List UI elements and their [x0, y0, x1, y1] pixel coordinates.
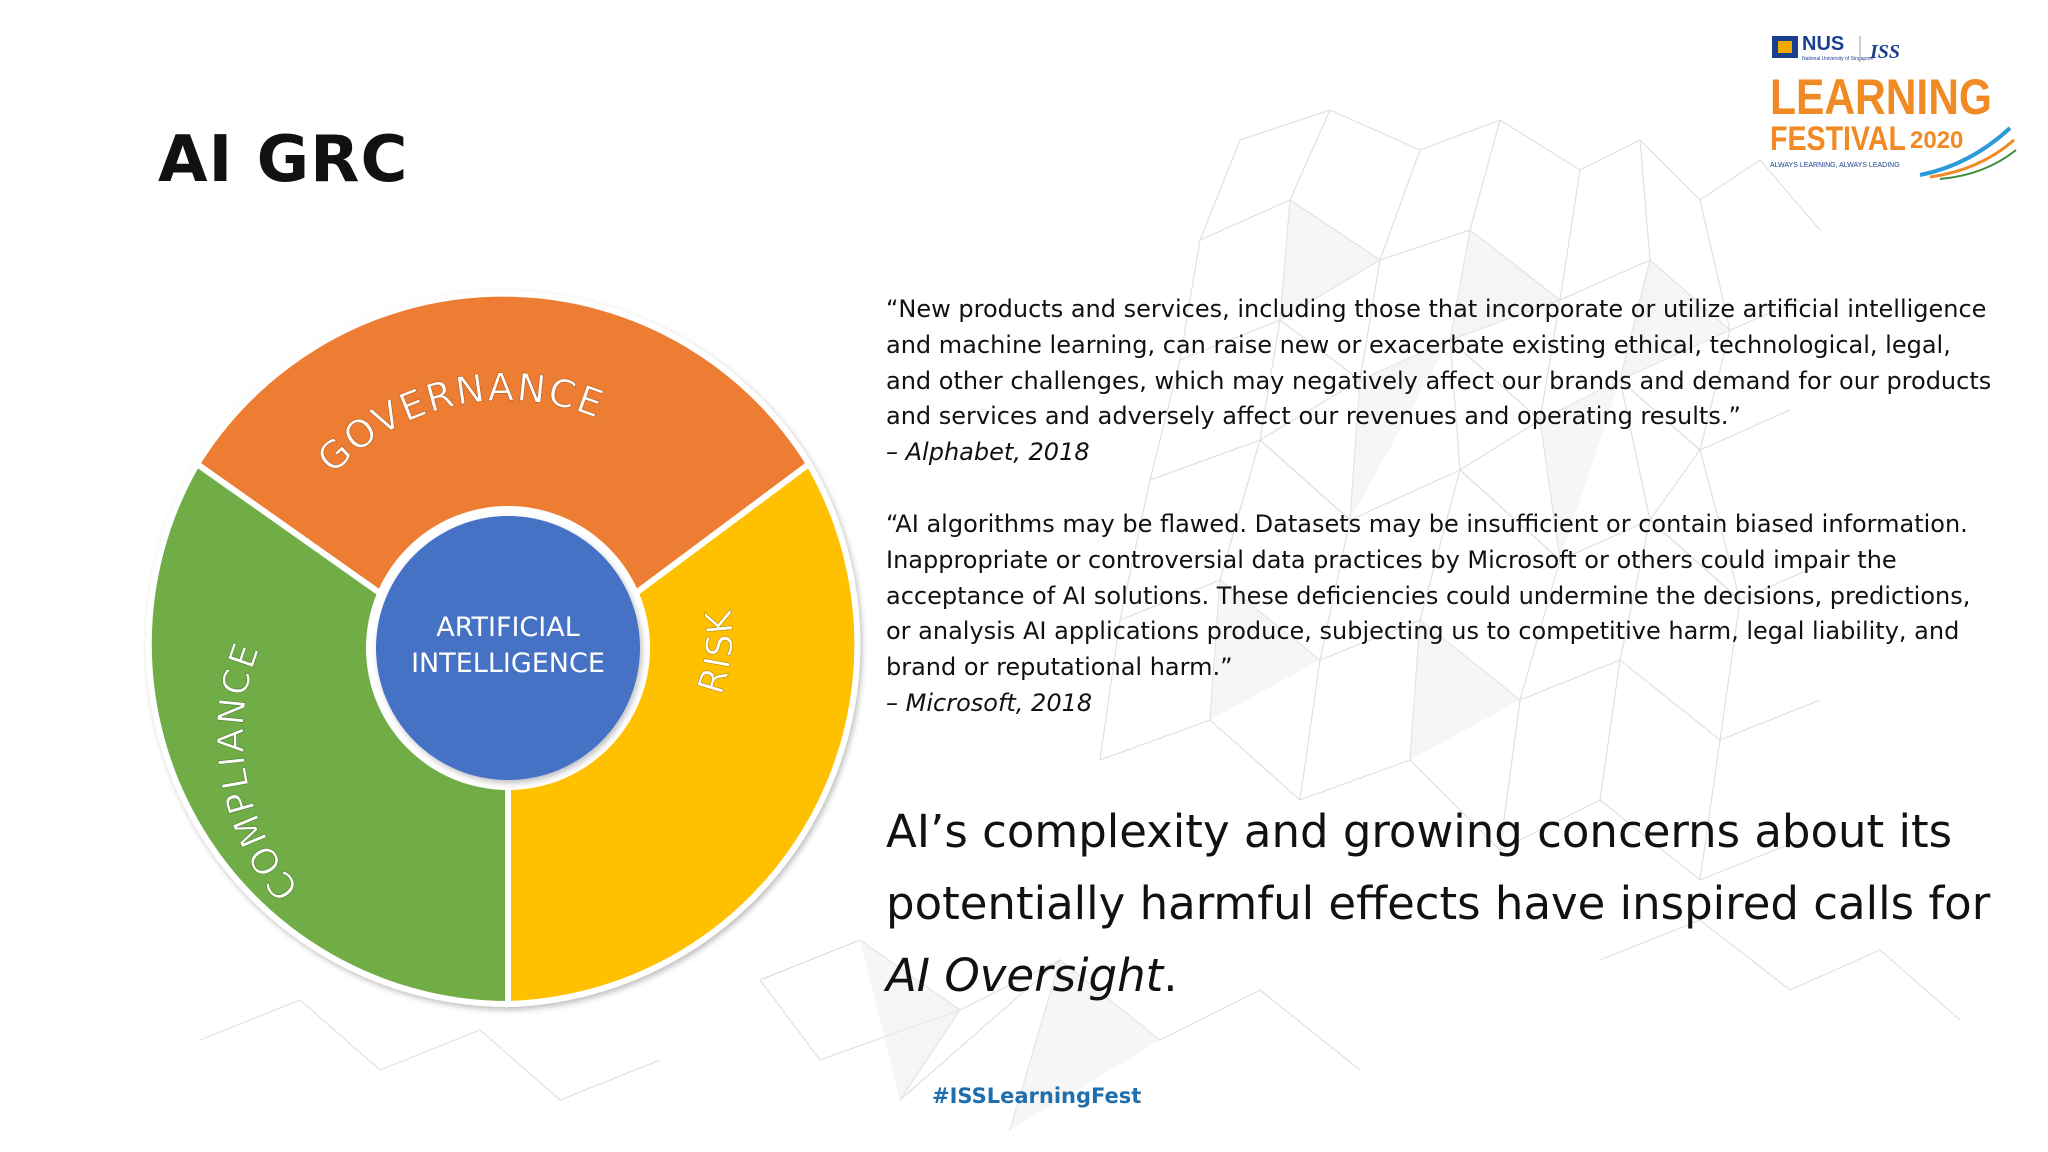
center-label-line2: INTELLIGENCE [411, 648, 605, 679]
quote-text: “New products and services, including th… [886, 295, 1992, 431]
center-label-line1: ARTIFICIAL [436, 612, 580, 643]
logo-swoosh-blue [1919, 126, 2012, 177]
logo-swoosh-green [1939, 149, 2017, 180]
logo-festival-text: FESTIVAL [1770, 120, 1906, 158]
quote-source: – Microsoft, 2018 [886, 688, 1093, 717]
logo-swoosh-orange [1929, 138, 2015, 179]
quote-microsoft: “AI algorithms may be flawed. Datasets m… [886, 507, 1996, 722]
logo-learning-text: LEARNING [1770, 69, 1992, 125]
ai-grc-diagram: GOVERNANCE RISK COMPLIANCE ARTIFICIAL IN… [145, 290, 861, 1008]
quotes-section: “New products and services, including th… [886, 292, 1996, 722]
logo-nus-text: NUS [1802, 33, 1844, 55]
artificial-intelligence-core [376, 516, 640, 780]
learning-festival-logo: NUS National University of Singapore ISS… [1770, 33, 2017, 180]
logo-iss-text: ISS [1869, 41, 1900, 63]
statement-end: . [1163, 949, 1178, 1002]
slide-title: AI GRC [158, 123, 409, 197]
event-hashtag: #ISSLearningFest [932, 1084, 1142, 1108]
statement-text: AI’s complexity and growing concerns abo… [886, 805, 1991, 930]
quote-alphabet: “New products and services, including th… [886, 292, 1996, 471]
key-statement: AI’s complexity and growing concerns abo… [886, 796, 1996, 1012]
quote-source: – Alphabet, 2018 [886, 438, 1090, 467]
quote-text: “AI algorithms may be flawed. Datasets m… [886, 509, 1971, 682]
statement-emphasis: AI Oversight [886, 949, 1164, 1002]
logo-year-text: 2020 [1910, 127, 1963, 154]
logo-nus-subtext: National University of Singapore [1802, 56, 1874, 62]
logo-tagline-text: ALWAYS LEARNING, ALWAYS LEADING [1770, 162, 1900, 169]
